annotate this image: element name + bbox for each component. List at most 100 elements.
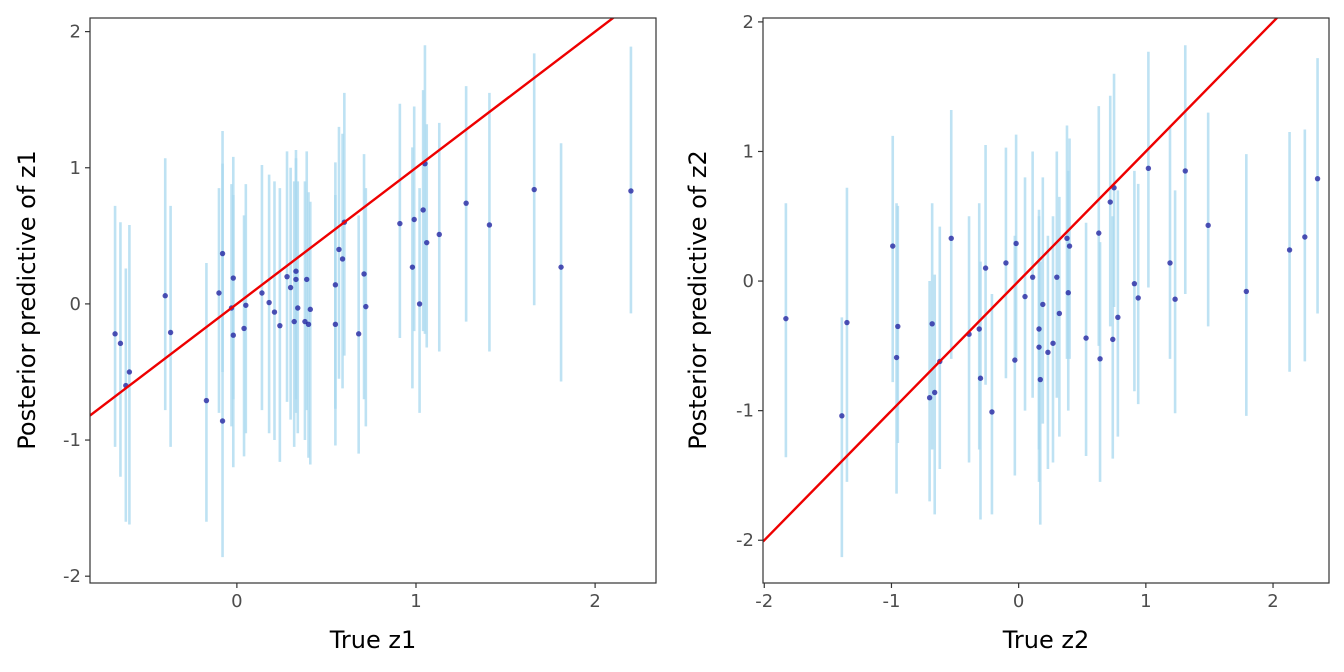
data-point-35: [355, 331, 362, 337]
panel-z2: True z2 Posterior predictive of z2 -2 -1 0…: [684, 12, 1330, 654]
data-point-19: [1012, 357, 1018, 363]
data-point-9: [219, 418, 226, 424]
data-point-14: [241, 325, 247, 332]
data-point-16: [989, 409, 995, 415]
data-point-30: [1064, 235, 1070, 241]
x-axis-title-z2: True z2: [1002, 626, 1089, 654]
x-tick-label: 0: [1013, 591, 1024, 612]
data-point-4: [890, 243, 896, 249]
y-tick-label: 0: [70, 294, 81, 315]
data-point-28: [305, 321, 312, 328]
data-point-8: [216, 290, 222, 296]
data-point-23: [293, 276, 299, 283]
data-point-17: [266, 299, 272, 306]
data-point-25: [1040, 301, 1046, 308]
data-point-19: [277, 322, 283, 329]
data-point-27: [304, 276, 310, 283]
data-point-40: [411, 216, 417, 223]
data-point-5: [895, 323, 901, 330]
data-point-7: [203, 397, 210, 404]
y-tick-label: 1: [743, 141, 754, 162]
data-point-50: [628, 188, 634, 194]
data-point-6: [893, 354, 900, 361]
data-point-26: [1045, 349, 1051, 356]
data-point-30: [332, 282, 339, 288]
data-point-42: [1145, 165, 1152, 172]
data-point-39: [409, 264, 416, 270]
panel-z1: True z1 Posterior predictive of z1 0 1 2 -2…: [13, 17, 657, 654]
x-tick-label: 2: [1267, 591, 1278, 612]
x-tick-label: 0: [231, 591, 242, 612]
data-point-22: [1036, 326, 1042, 332]
data-point-27: [1050, 340, 1056, 346]
data-point-46: [463, 200, 469, 206]
data-point-18: [271, 309, 278, 315]
data-point-4: [126, 369, 133, 375]
data-point-18: [1013, 240, 1019, 247]
y-tick-label: -1: [63, 430, 81, 451]
data-point-1: [783, 315, 789, 322]
data-point-37: [1110, 336, 1116, 343]
data-point-49: [1302, 234, 1308, 240]
data-point-9: [932, 389, 938, 396]
data-point-29: [307, 306, 314, 313]
data-point-12: [230, 275, 236, 281]
data-point-38: [397, 220, 403, 227]
y-axis-title-z2: Posterior predictive of z2: [684, 150, 712, 449]
data-point-42: [420, 207, 426, 213]
data-point-10: [219, 250, 226, 257]
data-point-24: [1037, 376, 1043, 383]
data-point-48: [531, 186, 537, 193]
panel-border-z1: [89, 17, 657, 584]
data-point-1: [112, 331, 118, 337]
data-point-15: [243, 302, 249, 308]
data-point-43: [1167, 260, 1173, 266]
x-tick-label: 2: [589, 591, 600, 612]
data-point-45: [436, 231, 442, 238]
data-point-33: [1083, 335, 1089, 341]
data-point-29: [1056, 310, 1063, 317]
data-point-13: [230, 332, 236, 338]
data-point-8: [929, 321, 935, 327]
data-point-45: [1182, 168, 1188, 174]
data-point-36: [1107, 199, 1113, 205]
data-point-47: [486, 222, 493, 228]
data-point-33: [339, 256, 346, 262]
data-point-15: [982, 265, 989, 271]
data-point-13: [976, 326, 982, 332]
y-tick-label: 2: [70, 22, 81, 43]
data-point-41: [416, 301, 423, 307]
data-point-24: [293, 268, 299, 274]
data-point-35: [1097, 356, 1103, 362]
data-point-21: [1029, 274, 1036, 280]
data-point-50: [1314, 175, 1321, 182]
y-tick-label: -1: [736, 401, 754, 422]
x-tick-label: 1: [1140, 591, 1151, 612]
y-axis-title-z1: Posterior predictive of z1: [13, 150, 41, 449]
data-point-37: [363, 303, 369, 310]
data-point-5: [162, 293, 168, 299]
data-point-44: [1172, 296, 1178, 302]
data-point-16: [259, 290, 265, 296]
data-point-2: [839, 413, 845, 419]
data-point-3: [844, 319, 850, 326]
data-point-32: [336, 246, 342, 253]
x-tick-label: -1: [882, 591, 900, 612]
y-tick-label: 2: [743, 12, 754, 33]
x-axis-title-z1: True z1: [329, 626, 416, 654]
data-point-34: [1096, 230, 1102, 236]
data-point-41: [1135, 295, 1141, 301]
data-point-6: [167, 329, 174, 336]
identity-line-z1: [90, 18, 615, 417]
y-tick-label: 1: [70, 158, 81, 179]
points-z1: [112, 160, 634, 424]
data-point-20: [284, 273, 290, 280]
data-point-7: [926, 394, 933, 401]
data-point-2: [117, 340, 124, 347]
data-point-31: [1065, 290, 1071, 296]
data-point-39: [1115, 314, 1121, 321]
data-point-40: [1131, 280, 1138, 287]
data-point-36: [361, 271, 367, 277]
